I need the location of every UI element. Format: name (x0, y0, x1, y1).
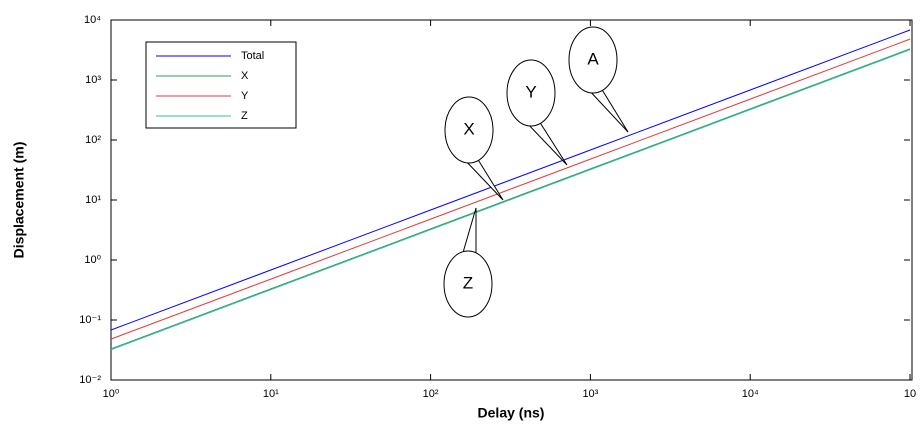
legend-label: X (241, 70, 249, 82)
legend-box (145, 41, 297, 129)
legend-label: Y (241, 90, 249, 102)
y-tick-label: 10⁴ (84, 14, 101, 26)
callout-pointer (461, 207, 477, 257)
callout-label: X (463, 119, 474, 138)
series-line (110, 48, 911, 350)
y-tick-label: 10⁻¹ (79, 314, 101, 326)
legend-label: Z (241, 110, 248, 122)
legend-label: Total (241, 50, 264, 62)
x-axis-label: Delay (ns) (478, 405, 545, 421)
y-tick-label: 10¹ (85, 194, 101, 206)
callout-bubble (568, 26, 618, 94)
callout-label: Z (463, 273, 473, 292)
series-line (110, 38, 911, 340)
y-tick-label: 10³ (85, 74, 101, 86)
x-tick-label: 10⁴ (742, 388, 759, 400)
callout-label: Y (525, 82, 536, 101)
x-tick-label: 10⁰ (103, 388, 120, 400)
callout-pointer (462, 157, 504, 201)
callout-label: A (587, 49, 599, 68)
callout-pointer (524, 120, 568, 166)
x-tick-label: 10 (904, 388, 916, 400)
y-axis-label: Displacement (m) (11, 142, 27, 259)
callout-bubble (506, 59, 556, 127)
callout-bubble (443, 250, 493, 318)
y-tick-label: 10² (85, 134, 101, 146)
y-tick-label: 10⁻² (79, 374, 101, 386)
y-tick-label: 10⁰ (84, 254, 101, 266)
callout-bubble (444, 96, 494, 164)
callout-pointer (586, 87, 629, 133)
x-tick-label: 10³ (582, 388, 598, 400)
series-line (110, 29, 911, 331)
series-line (110, 49, 911, 351)
x-tick-label: 10¹ (263, 388, 279, 400)
x-tick-label: 10² (423, 388, 439, 400)
